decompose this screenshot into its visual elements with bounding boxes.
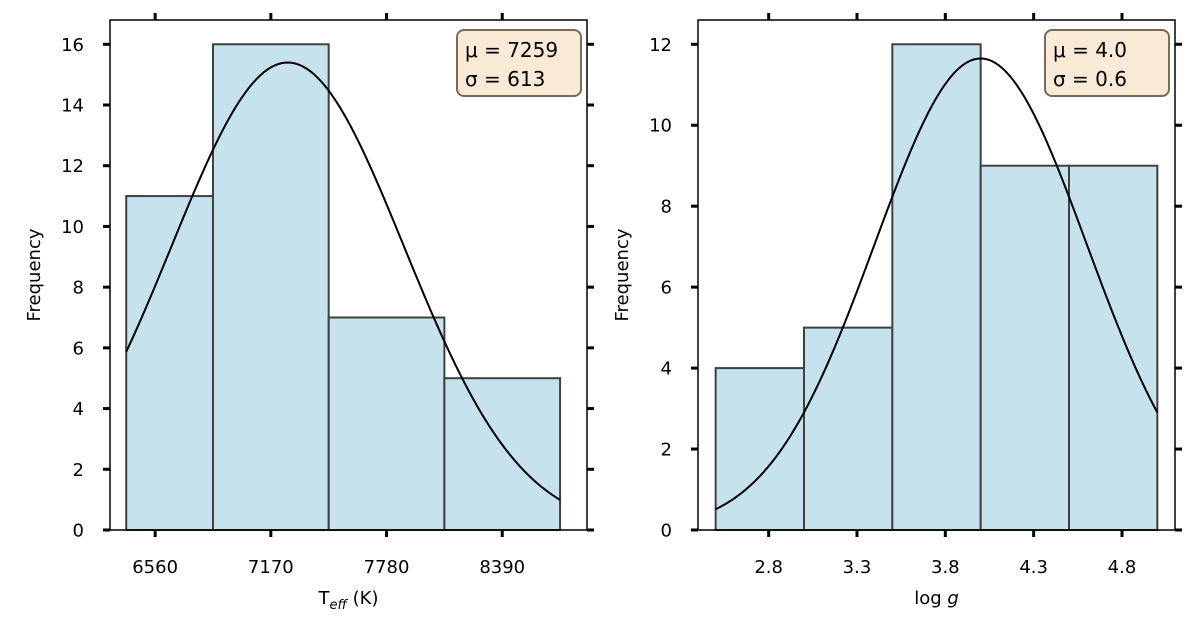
y-tick-label: 6 <box>661 278 672 299</box>
y-tick-label: 6 <box>73 338 84 359</box>
axes-frame <box>109 19 588 531</box>
axes-frame <box>697 19 1176 531</box>
histogram-bar <box>803 326 894 531</box>
y-tick-label: 10 <box>649 116 672 137</box>
histogram-bar <box>327 316 446 531</box>
y-axis-label: Frequency <box>24 228 45 321</box>
x-tick-label: 8390 <box>479 557 525 578</box>
x-tick-label: 3.3 <box>843 557 872 578</box>
x-tick-label: 3.8 <box>931 557 960 578</box>
y-tick-label: 16 <box>61 35 84 56</box>
teff-histogram-panel: 6560 7170 7780 8390 0 2 4 6 8 10 12 14 16 Frequency Te… <box>24 13 594 613</box>
y-tick-label: 2 <box>73 460 84 481</box>
x-axis-label-main: T <box>318 588 331 609</box>
y-tick-label: 12 <box>61 156 84 177</box>
y-tick-label: 0 <box>73 521 84 542</box>
histogram-bar <box>125 195 214 531</box>
y-tick-label: 4 <box>73 399 84 420</box>
gaussian-fit-line <box>715 57 1159 511</box>
stats-mu: μ = 7259 <box>465 38 558 62</box>
histogram-bar <box>443 377 562 532</box>
histogram-bar <box>211 43 330 532</box>
histogram-bar <box>1068 164 1159 531</box>
x-axis-label-units: (K) <box>347 588 379 609</box>
x-axis-label: log g <box>914 588 959 609</box>
x-axis-label-subscript: eff <box>330 598 349 613</box>
stats-sigma: σ = 613 <box>465 67 545 91</box>
x-axis-label-italic: g <box>947 588 958 609</box>
x-axis-label-main: log <box>914 588 947 609</box>
y-tick-label: 14 <box>61 96 84 117</box>
x-tick-label: 6560 <box>132 557 178 578</box>
gaussian-fit-line <box>125 61 561 501</box>
logg-histogram-panel: 2.8 3.3 3.8 4.3 4.8 0 2 4 6 8 10 12 Frequency log g μ … <box>612 13 1182 609</box>
stats-mu: μ = 4.0 <box>1053 38 1127 62</box>
x-tick-label: 4.8 <box>1108 557 1137 578</box>
x-tick-label: 7170 <box>248 557 294 578</box>
y-axis-label: Frequency <box>612 228 633 321</box>
histogram-bar <box>714 367 806 531</box>
y-tick-label: 2 <box>661 440 672 461</box>
x-tick-label: 7780 <box>364 557 410 578</box>
x-axis-label: Teff (K) <box>318 588 379 613</box>
stats-sigma: σ = 0.6 <box>1053 67 1127 91</box>
y-tick-label: 8 <box>73 278 84 299</box>
stats-box <box>456 29 582 97</box>
y-tick-label: 12 <box>649 35 672 56</box>
histogram-bar <box>891 43 982 532</box>
histogram-bar <box>979 164 1071 531</box>
y-tick-label: 0 <box>661 521 672 542</box>
x-tick-label: 4.3 <box>1019 557 1048 578</box>
x-tick-label: 2.8 <box>754 557 783 578</box>
stats-box <box>1044 29 1170 97</box>
y-tick-label: 4 <box>661 359 672 380</box>
y-tick-label: 10 <box>61 217 84 238</box>
y-tick-label: 8 <box>661 197 672 218</box>
